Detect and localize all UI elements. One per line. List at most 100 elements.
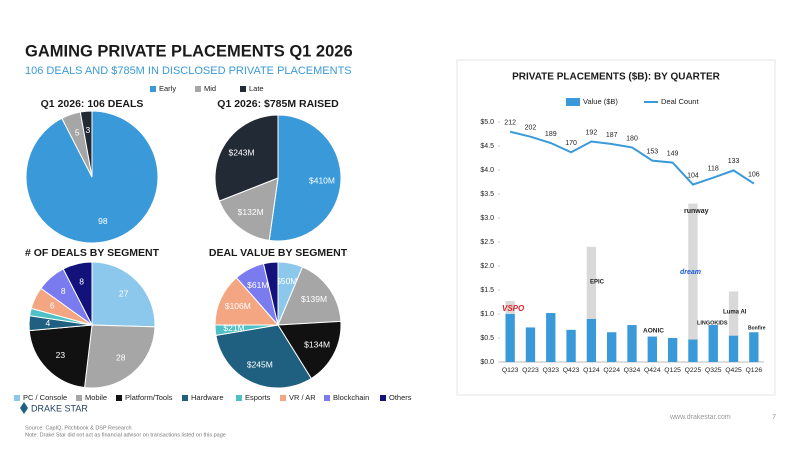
slide-subtitle: 106 DEALS AND $785M IN DISCLOSED PRIVATE… bbox=[25, 65, 352, 77]
y-tick-label: $2.0 bbox=[480, 263, 494, 270]
y-tick-label: $5.0 bbox=[480, 119, 494, 126]
bar bbox=[505, 301, 515, 314]
bar bbox=[566, 329, 576, 362]
data-label: $50M bbox=[276, 276, 297, 286]
legend-swatch bbox=[195, 86, 201, 92]
bar bbox=[627, 325, 637, 362]
legend-swatch bbox=[182, 395, 188, 401]
data-label: 8 bbox=[79, 276, 84, 286]
data-label: $410M bbox=[309, 175, 335, 185]
legend-swatch bbox=[76, 395, 82, 401]
slide-title: GAMING PRIVATE PLACEMENTS Q1 2026 bbox=[25, 42, 353, 60]
legend-label: Others bbox=[389, 393, 412, 402]
chart-title: DEAL VALUE BY SEGMENT bbox=[209, 247, 348, 259]
legend-swatch bbox=[236, 395, 242, 401]
chart-title: Q1 2026: $785M RAISED bbox=[217, 98, 339, 110]
bar bbox=[525, 327, 536, 362]
data-label: 27 bbox=[119, 289, 129, 299]
legend-swatch bbox=[380, 395, 386, 401]
legend-label: Early bbox=[159, 84, 176, 93]
bar bbox=[749, 332, 759, 362]
x-tick-label: Q126 bbox=[746, 367, 763, 374]
company-logo: EPIC bbox=[590, 280, 605, 286]
legend-swatch bbox=[14, 395, 20, 401]
x-tick-label: Q425 bbox=[725, 367, 742, 374]
bar bbox=[667, 338, 678, 362]
data-label: 106 bbox=[748, 171, 760, 178]
x-tick-label: Q123 bbox=[502, 367, 519, 374]
data-label: 149 bbox=[667, 150, 679, 157]
deal-count-line bbox=[509, 130, 755, 186]
data-label: 4 bbox=[46, 318, 51, 328]
company-logo: runway bbox=[684, 208, 709, 215]
bar bbox=[586, 246, 597, 319]
legend-label: Hardware bbox=[191, 393, 224, 402]
pie-slice bbox=[277, 320, 342, 380]
pie-slice bbox=[215, 324, 312, 389]
bar bbox=[505, 314, 515, 362]
y-tick-label: $1.5 bbox=[480, 287, 494, 294]
data-label: 5 bbox=[75, 127, 80, 137]
data-label: $61M bbox=[247, 280, 268, 290]
data-label: 118 bbox=[708, 166, 719, 173]
data-label: 3 bbox=[86, 125, 91, 135]
bar bbox=[586, 318, 597, 362]
bar bbox=[728, 335, 739, 362]
pie-slice bbox=[79, 110, 93, 178]
pie-slice bbox=[262, 261, 279, 326]
bar bbox=[708, 325, 718, 362]
data-label: $106M bbox=[225, 301, 251, 311]
data-label: 133 bbox=[728, 158, 740, 165]
data-label: 23 bbox=[56, 350, 66, 360]
legend-label: Mid bbox=[204, 84, 216, 93]
legend-label: Blockchain bbox=[333, 393, 369, 402]
chart-title: Q1 2026: 106 DEALS bbox=[41, 98, 144, 110]
legend-swatch bbox=[324, 395, 330, 401]
data-label: 212 bbox=[504, 120, 516, 127]
disclaimer: Note: Drake Star did not act as financia… bbox=[25, 432, 226, 438]
data-label: 8 bbox=[61, 286, 66, 296]
data-label: $21M bbox=[223, 323, 244, 333]
x-tick-label: Q225 bbox=[685, 367, 702, 374]
legend-swatch bbox=[116, 395, 122, 401]
y-tick-label: $4.0 bbox=[480, 167, 494, 174]
website: www.drakestar.com bbox=[669, 414, 731, 421]
legend-swatch bbox=[240, 86, 246, 92]
data-label: 170 bbox=[565, 140, 577, 147]
data-label: 153 bbox=[646, 148, 658, 155]
legend-label: Mobile bbox=[85, 393, 107, 402]
data-label: 28 bbox=[116, 353, 126, 363]
company-logo: VSPO bbox=[502, 304, 525, 313]
data-label: 180 bbox=[626, 135, 638, 142]
pie-slice bbox=[277, 266, 342, 326]
data-label: 192 bbox=[586, 129, 598, 136]
pie-slice bbox=[83, 324, 156, 389]
y-tick-label: $1.0 bbox=[480, 311, 494, 318]
bar bbox=[607, 332, 617, 362]
pie-slice bbox=[91, 261, 156, 328]
y-tick-label: $3.0 bbox=[480, 215, 494, 222]
data-label: 98 bbox=[98, 216, 108, 226]
x-tick-label: Q223 bbox=[522, 367, 539, 374]
brand: DRAKE STAR bbox=[31, 403, 88, 413]
bar bbox=[688, 339, 698, 362]
legend-label: Deal Count bbox=[661, 97, 699, 106]
data-label: 189 bbox=[545, 131, 557, 138]
data-label: $139M bbox=[301, 294, 327, 304]
company-logo: AONIC bbox=[643, 328, 664, 335]
x-tick-label: Q325 bbox=[705, 367, 722, 374]
x-tick-label: Q125 bbox=[664, 367, 681, 374]
legend-label: Platform/Tools bbox=[125, 393, 173, 402]
x-tick-label: Q424 bbox=[644, 367, 661, 374]
company-logo: Luma AI bbox=[723, 310, 747, 316]
company-logo: Bonfire bbox=[748, 325, 766, 331]
page-number: 7 bbox=[772, 414, 776, 421]
bar bbox=[647, 336, 657, 362]
x-tick-label: Q323 bbox=[542, 367, 559, 374]
bar bbox=[546, 313, 556, 362]
data-label: 104 bbox=[687, 172, 699, 179]
chart-title: # OF DEALS BY SEGMENT bbox=[25, 247, 160, 259]
data-label: $134M bbox=[304, 340, 330, 350]
x-tick-label: Q423 bbox=[563, 367, 580, 374]
